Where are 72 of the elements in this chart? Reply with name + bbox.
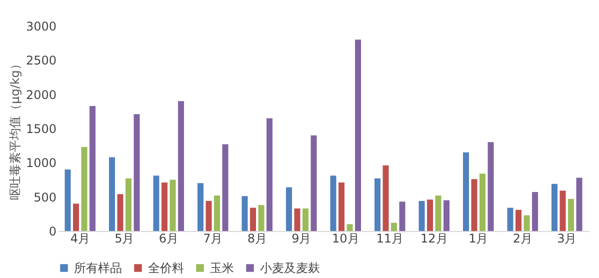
x-tick-label: 3月 <box>557 232 577 246</box>
x-tick-label: 11月 <box>376 232 404 246</box>
x-tick-label: 12月 <box>420 232 448 246</box>
y-tick-label: 2500 <box>26 54 56 68</box>
legend-label: 玉米 <box>210 261 234 275</box>
bar <box>480 174 486 231</box>
bar <box>178 101 184 231</box>
bar <box>524 215 530 231</box>
x-tick-label: 1月 <box>468 232 488 246</box>
bar <box>197 183 204 231</box>
bar <box>374 178 380 231</box>
x-tick-label: 2月 <box>512 232 532 246</box>
bar <box>170 180 176 231</box>
bar <box>222 144 228 231</box>
legend-label: 小麦及麦麸 <box>260 261 320 275</box>
bar <box>576 178 582 231</box>
bar <box>117 194 124 231</box>
bar <box>134 114 140 231</box>
y-tick-label: 1000 <box>26 156 56 170</box>
bar <box>435 195 442 231</box>
bar <box>64 170 71 231</box>
bar <box>560 190 566 231</box>
bar <box>507 208 514 231</box>
bar <box>355 40 362 231</box>
bar <box>72 204 79 231</box>
legend-label: 所有样品 <box>74 261 122 275</box>
bar <box>551 184 558 231</box>
bar <box>294 208 300 231</box>
bar <box>206 200 212 231</box>
y-tick-label: 0 <box>48 224 56 238</box>
bar <box>338 182 344 231</box>
bar <box>250 208 256 231</box>
bar <box>153 176 160 231</box>
bar <box>515 210 522 231</box>
x-tick-label: 9月 <box>292 232 312 246</box>
bar <box>391 222 398 231</box>
bar <box>426 200 433 231</box>
bar <box>286 187 292 231</box>
bar <box>488 142 494 231</box>
x-tick-label: 8月 <box>247 232 267 246</box>
bar <box>81 146 88 231</box>
x-tick-label: 10月 <box>332 232 360 246</box>
x-tick-label: 7月 <box>203 232 223 246</box>
bar <box>214 195 220 231</box>
x-tick-label: 4月 <box>70 232 90 246</box>
bar <box>90 106 96 231</box>
bar <box>418 200 425 231</box>
bar <box>471 179 478 231</box>
bar <box>462 152 469 231</box>
x-tick-label: 5月 <box>114 232 134 246</box>
bar <box>399 202 406 231</box>
y-tick-label: 2000 <box>26 88 56 102</box>
bar <box>126 178 132 231</box>
bar <box>346 224 353 231</box>
bar <box>266 118 273 231</box>
bar <box>242 196 248 231</box>
bar <box>108 157 115 231</box>
bar <box>568 198 574 231</box>
bar <box>302 208 309 231</box>
bar <box>532 192 538 231</box>
y-tick-label: 3000 <box>26 20 56 34</box>
bar <box>310 135 317 231</box>
y-axis-title: 呕吐毒素平均值（μg/kg） <box>8 58 22 200</box>
bar <box>161 182 168 231</box>
bar <box>258 205 264 231</box>
bar <box>444 200 450 231</box>
bar <box>330 176 336 231</box>
x-tick-label: 6月 <box>158 232 178 246</box>
y-tick-label: 500 <box>34 190 56 204</box>
legend-label: 全价料 <box>148 261 184 275</box>
y-tick-label: 1500 <box>26 122 56 136</box>
bar <box>382 165 389 231</box>
